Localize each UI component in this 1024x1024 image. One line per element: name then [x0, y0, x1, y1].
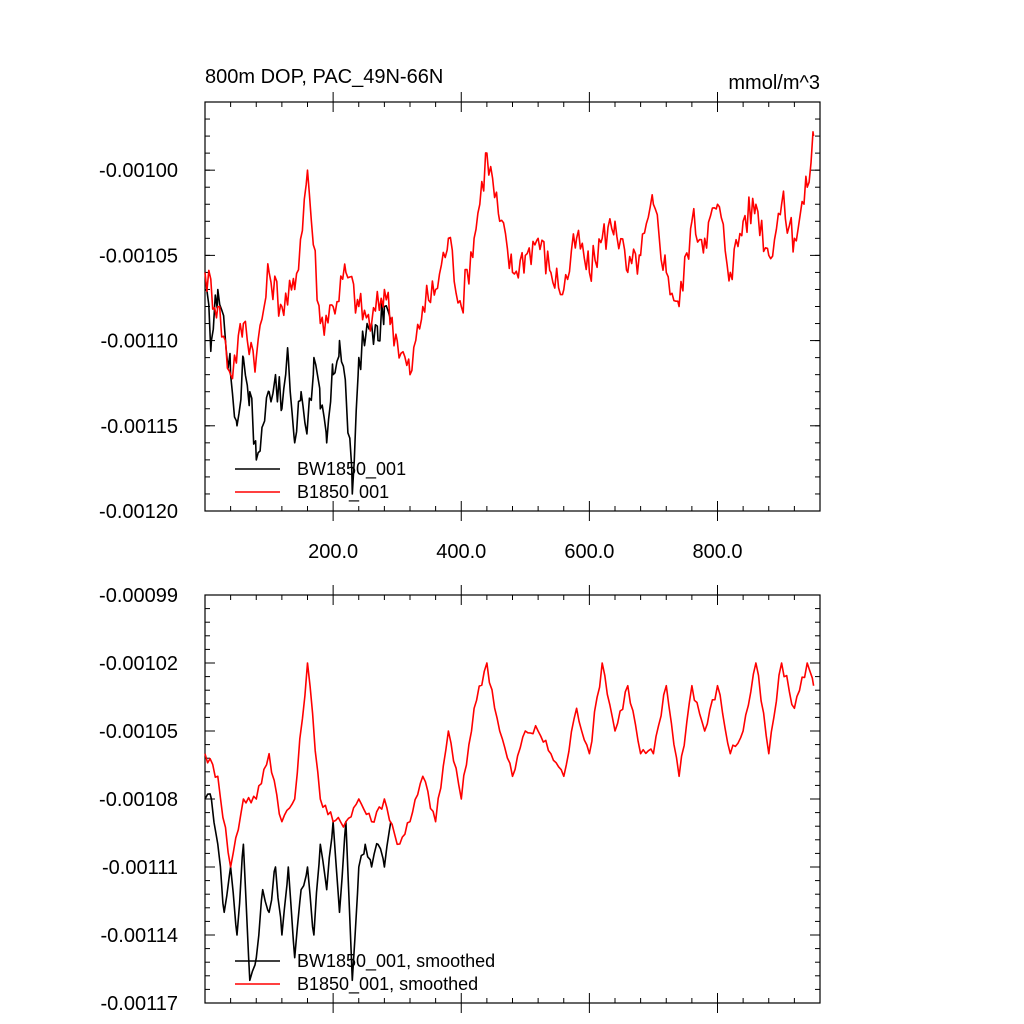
top-axis-ticks: [205, 92, 820, 521]
chart-title: 800m DOP, PAC_49N-66N: [205, 66, 443, 88]
y-tick-label: -0.00120: [99, 501, 178, 523]
y-tick-label: -0.00111: [102, 857, 178, 879]
y-tick-label: -0.00100: [99, 160, 178, 182]
series-line: [204, 793, 392, 982]
top-plot-frame: [204, 101, 821, 512]
y-tick-label: -0.00115: [101, 416, 178, 438]
legend-label-b1850-smoothed: B1850_001, smoothed: [297, 974, 478, 995]
y-tick-label: -0.00117: [101, 993, 178, 1015]
series-line: [204, 288, 392, 495]
series-line: [204, 662, 815, 868]
x-tick-label: 600.0: [564, 541, 614, 563]
y-tick-label: -0.00102: [99, 653, 178, 675]
y-tick-label: -0.00105: [99, 721, 178, 743]
top-legend: BW1850_001 B1850_001: [235, 459, 406, 503]
top-x-tick-labels: 200.0 400.0 600.0 800.0: [308, 541, 742, 563]
y-tick-label: -0.00099: [99, 585, 178, 607]
legend-label-b1850: B1850_001: [297, 482, 389, 503]
x-tick-label: 800.0: [692, 541, 742, 563]
top-series-lines: [204, 131, 815, 495]
y-tick-label: -0.00105: [99, 245, 178, 267]
bottom-panel: -0.00117 -0.00114 -0.00111 -0.00108 -0.00105…: [99, 585, 821, 1015]
x-tick-label: 400.0: [436, 541, 486, 563]
top-panel: 800m DOP, PAC_49N-66N mmol/m^3 -0.00120-…: [99, 66, 821, 563]
y-tick-label: -0.00110: [101, 331, 178, 353]
bottom-series-lines: [204, 662, 815, 982]
bottom-axis-ticks: [205, 585, 820, 1013]
legend-label-bw1850-smoothed: BW1850_001, smoothed: [297, 951, 495, 972]
bottom-legend: BW1850_001, smoothed B1850_001, smoothed: [235, 951, 495, 995]
top-y-tick-labels: -0.00120 -0.00115 -0.00110 -0.00105 -0.00100: [99, 160, 178, 523]
bottom-y-tick-labels: -0.00117 -0.00114 -0.00111 -0.00108 -0.00105…: [99, 585, 178, 1015]
legend-label-bw1850: BW1850_001: [297, 459, 406, 480]
x-tick-label: 200.0: [308, 541, 358, 563]
y-tick-label: -0.00108: [99, 789, 178, 811]
units-label: mmol/m^3: [728, 72, 820, 94]
series-line: [204, 131, 815, 380]
bottom-plot-frame: [204, 594, 821, 1004]
y-tick-label: -0.00114: [101, 925, 178, 947]
